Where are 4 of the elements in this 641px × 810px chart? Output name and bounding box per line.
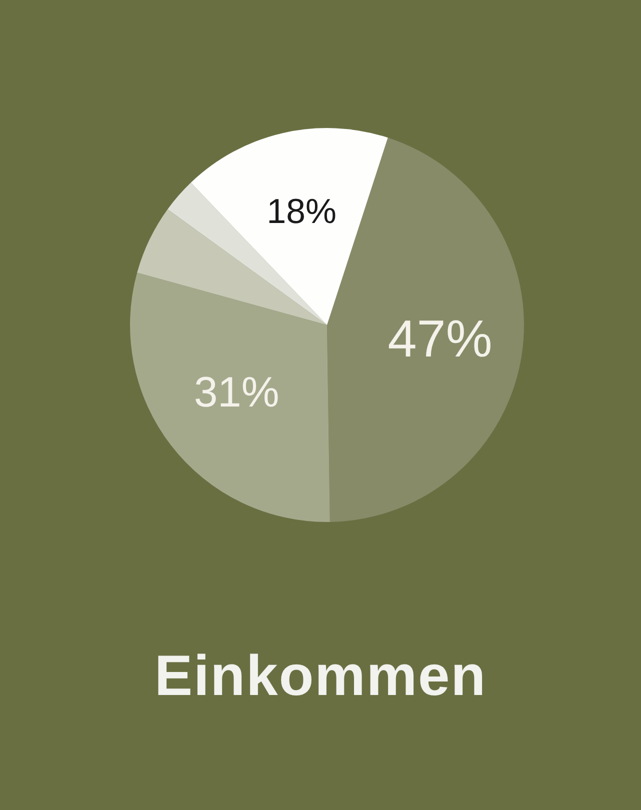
data-label: 47% (388, 310, 492, 368)
data-label: 18% (266, 192, 336, 232)
data-label: 31% (194, 368, 280, 417)
text: Einkommen (153, 643, 488, 710)
